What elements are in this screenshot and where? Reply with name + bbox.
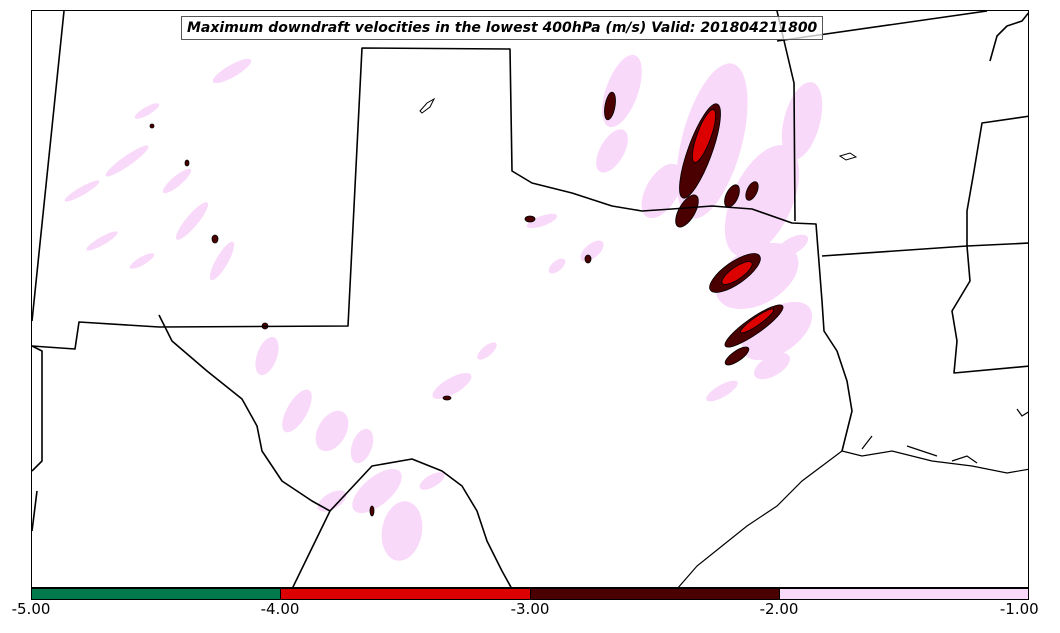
colorbar-tick-label: -3.00 xyxy=(510,600,550,618)
map-canvas xyxy=(32,11,1028,587)
strong-downdraft-areas xyxy=(149,91,784,517)
map-panel xyxy=(31,10,1029,588)
colorbar-tick-label: -5.00 xyxy=(11,600,51,618)
lakes xyxy=(419,97,858,161)
colorbar-tick-label: -2.00 xyxy=(759,600,799,618)
colorbar-segment-dark-red xyxy=(529,589,779,599)
gulf-coastline xyxy=(677,408,1028,587)
colorbar-tick-label: -1.00 xyxy=(999,600,1039,618)
colorbar-tick-label: -4.00 xyxy=(260,600,300,618)
colorbar-segment-light-pink xyxy=(778,589,1028,599)
state-boundaries xyxy=(32,11,1028,587)
map-title: Maximum downdraft velocities in the lowe… xyxy=(181,16,824,40)
colorbar xyxy=(31,588,1029,600)
colorbar-segment-red xyxy=(280,589,530,599)
colorbar-segment-green xyxy=(32,589,281,599)
